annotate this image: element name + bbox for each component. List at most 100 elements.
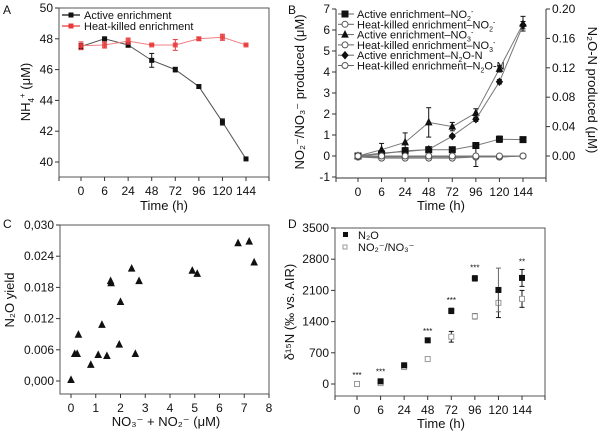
- y-tick-label: 0: [322, 377, 329, 391]
- legend-label: Heat-killed enrichment–N2O-N: [357, 61, 505, 75]
- y-tick-label: 5: [323, 44, 330, 58]
- legend-marker: [68, 12, 74, 18]
- series-heat-killed: [78, 33, 249, 51]
- legend-marker: [343, 232, 348, 237]
- legend-marker: [68, 23, 74, 29]
- data-point: [471, 313, 478, 320]
- y-tick-label: 0.024: [24, 249, 54, 263]
- legend-label: Active enrichment: [84, 10, 171, 22]
- data-point: [219, 34, 225, 40]
- data-point: [86, 360, 95, 368]
- data-point: [377, 378, 384, 385]
- y-right-tick-label: 0.12: [552, 61, 576, 75]
- series-n2o: [377, 267, 525, 385]
- legend-label: NO₂⁻/NO₃⁻: [358, 242, 415, 254]
- data-point: [196, 36, 202, 42]
- x-tick-label: 6: [101, 184, 108, 198]
- y-tick-label: 4: [323, 65, 330, 79]
- series-line: [80, 36, 247, 47]
- y-tick-label: 0.018: [24, 280, 54, 294]
- significance-marker: ***: [423, 327, 432, 336]
- series-line: [80, 38, 247, 160]
- y-tick-label: 3500: [302, 221, 329, 235]
- y-right-tick-label: 0.08: [552, 90, 576, 104]
- significance-marker: ***: [447, 296, 456, 305]
- series-line: [357, 24, 524, 157]
- y-tick-label: 1: [323, 128, 330, 142]
- y-tick-label: 44: [40, 93, 54, 107]
- series-5: [354, 152, 527, 160]
- legend-marker: [341, 50, 349, 60]
- x-axis-label: NO₃⁻ + NO₂⁻ (μM): [112, 414, 220, 429]
- data-point: [354, 152, 362, 160]
- significance-marker: ***: [470, 264, 479, 273]
- y-right-axis-label: N₂O-N produced (μM): [585, 27, 600, 154]
- x-tick-label: 1: [92, 401, 99, 415]
- legend-label: Active enrichment–N2O-N: [357, 50, 483, 64]
- data-point: [495, 64, 504, 72]
- x-tick-label: 24: [121, 184, 135, 198]
- data-point: [495, 286, 502, 293]
- data-point: [116, 297, 125, 305]
- y-tick-label: 6: [323, 23, 330, 37]
- y-tick-label: 1400: [302, 315, 329, 329]
- data-point: [519, 295, 525, 302]
- panel-label-d: D: [288, 217, 297, 231]
- data-point: [102, 36, 108, 42]
- y-tick-label: 50: [40, 1, 54, 15]
- data-point: [245, 237, 254, 245]
- data-point: [149, 57, 155, 63]
- y-right-tick-label: 0.20: [552, 2, 576, 16]
- y-tick-label: 0,000: [24, 374, 54, 388]
- data-point: [243, 156, 249, 162]
- legend-label: Heat-killed enrichment–NO2-: [357, 19, 496, 33]
- legend: Active enrichment–NO2-Heat-killed enrich…: [338, 9, 505, 75]
- x-tick-label: 6: [377, 403, 384, 417]
- x-tick-label: 6: [216, 401, 223, 415]
- x-tick-label: 96: [469, 185, 483, 199]
- data-point: [67, 375, 75, 383]
- data-point: [243, 42, 249, 48]
- x-tick-label: 120: [489, 185, 509, 199]
- panel-label-b: B: [288, 3, 296, 17]
- data-point: [127, 264, 136, 272]
- y-axis-label: NO₂⁻/NO₃⁻ produced (μM): [292, 14, 307, 169]
- panel-b: -1 0 1 2 3 4 5 6 7 0.00 0.04 0.08 0.12 0.16 0.20 0 6 24 48…: [292, 2, 600, 213]
- y-right-tick-label: 0.00: [552, 149, 576, 163]
- x-tick-label: 72: [446, 185, 460, 199]
- panel-c: 0,000 0.006 0.012 0.018 0.024 0,030 0 1 2 3 4 5 6 7 8 N…: [2, 218, 273, 429]
- legend-label: Active enrichment–NO2-: [357, 9, 474, 23]
- data-point: [519, 274, 525, 281]
- panel-a: 40 42 44 46 48 50 0 6 24 48 72 96 120 144 Time (h) NH4+…: [18, 1, 270, 213]
- data-point: [472, 152, 480, 160]
- data-point: [135, 276, 143, 285]
- y-tick-label: 2100: [302, 283, 329, 297]
- data-point: [448, 333, 455, 340]
- data-point: [74, 330, 83, 338]
- y-tick-label: 3: [323, 86, 330, 100]
- y-tick-label: 40: [40, 155, 54, 169]
- data-point: [424, 337, 431, 344]
- x-tick-label: 48: [145, 184, 159, 198]
- significance-marker: ***: [376, 368, 385, 377]
- y-tick-label: 42: [40, 124, 54, 138]
- x-tick-label: 7: [241, 401, 248, 415]
- x-axis-label: Time (h): [417, 198, 465, 213]
- x-tick-label: 5: [191, 401, 198, 415]
- data-point: [425, 152, 433, 160]
- y-tick-label: 2: [323, 107, 330, 121]
- data-point: [98, 320, 106, 328]
- data-point: [149, 42, 155, 48]
- series-line: [357, 138, 524, 157]
- data-point: [107, 278, 115, 287]
- data-point: [378, 152, 386, 160]
- x-axis-label: Time (h): [417, 416, 465, 431]
- legend-marker: [342, 244, 348, 250]
- data-point: [73, 349, 81, 357]
- legend-label: Active enrichment–NO3-: [357, 30, 474, 44]
- series-line: [357, 155, 524, 159]
- data-point: [131, 349, 140, 357]
- x-tick-label: 48: [421, 403, 435, 417]
- data-point: [401, 137, 409, 146]
